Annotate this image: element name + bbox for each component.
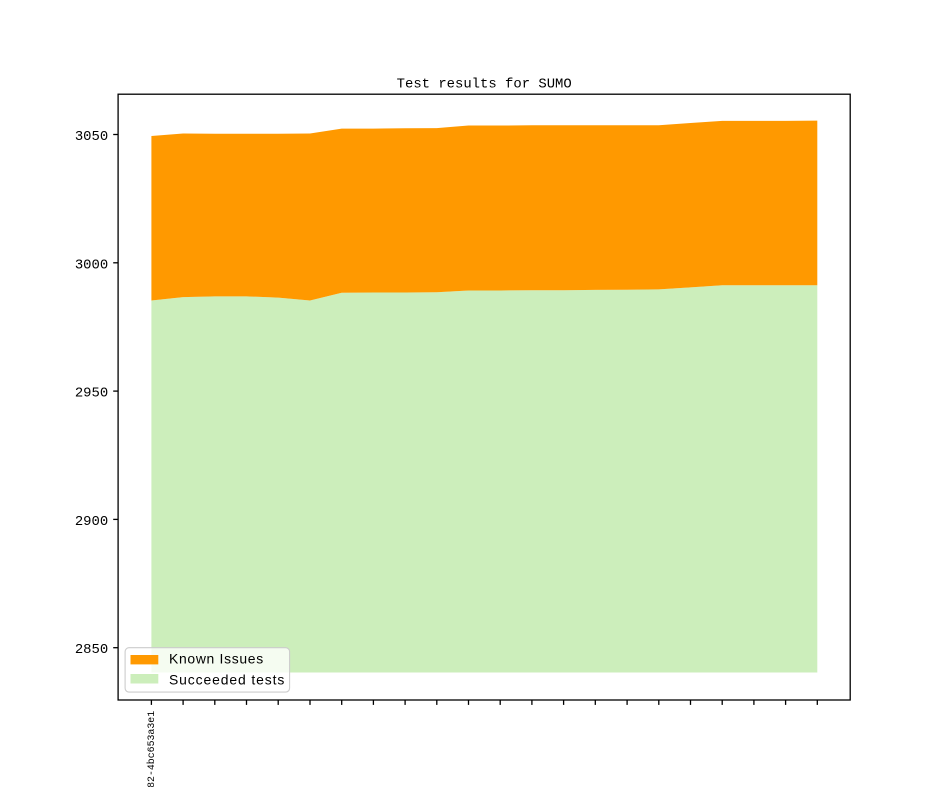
svg-text:Succeeded tests: Succeeded tests [169,671,285,687]
svg-text:2900: 2900 [75,514,108,530]
svg-text:Known Issues: Known Issues [169,651,264,667]
svg-text:3050: 3050 [75,129,108,145]
svg-text:3000: 3000 [75,257,108,273]
svg-text:Test results for SUMO: Test results for SUMO [397,76,572,92]
svg-text:82-4bc653a3e1: 82-4bc653a3e1 [146,711,157,787]
svg-text:2950: 2950 [75,386,108,402]
svg-text:2850: 2850 [75,642,108,658]
